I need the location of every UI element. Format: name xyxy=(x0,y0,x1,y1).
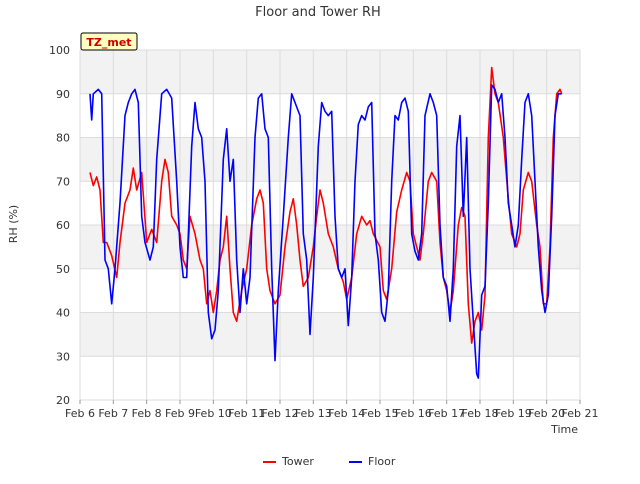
legend-label-tower: Tower xyxy=(281,455,314,468)
y-axis-ticks: 20 30 40 50 60 70 80 90 100 xyxy=(49,44,70,407)
x-tick-label: Feb 13 xyxy=(295,407,332,420)
series-layer xyxy=(89,66,563,379)
x-tick-label: Feb 7 xyxy=(98,407,128,420)
x-tick-label: Feb 21 xyxy=(562,407,599,420)
x-tick-label: Feb 6 xyxy=(65,407,95,420)
legend: Tower Floor xyxy=(263,455,396,468)
y-tick-label: 100 xyxy=(49,44,70,57)
plot-band xyxy=(80,50,580,94)
y-tick-label: 20 xyxy=(56,394,70,407)
series-line-floor xyxy=(89,84,562,379)
y-tick-label: 70 xyxy=(56,175,70,188)
plot-band xyxy=(80,312,580,357)
y-tick-label: 80 xyxy=(56,132,70,145)
x-tick-label: Feb 11 xyxy=(228,407,265,420)
series-line-tower xyxy=(89,66,563,344)
x-tick-label: Feb 12 xyxy=(262,407,299,420)
x-tick-label: Feb 20 xyxy=(528,407,565,420)
plot-band xyxy=(80,225,580,269)
chart-title: Floor and Tower RH xyxy=(255,5,381,20)
y-tick-label: 50 xyxy=(56,263,70,276)
y-tick-label: 60 xyxy=(56,219,70,232)
annotation-box: TZ_met xyxy=(80,32,138,51)
x-tick-label: Feb 14 xyxy=(328,407,365,420)
annotation-box-frame xyxy=(80,32,138,51)
y-axis-label: RH (%) xyxy=(7,205,20,243)
annotation-label: TZ_met xyxy=(86,36,131,49)
x-tick-label: Feb 8 xyxy=(132,407,162,420)
x-tick-label: Feb 15 xyxy=(362,407,399,420)
x-tick-label: Feb 19 xyxy=(495,407,532,420)
x-tick-label: Feb 18 xyxy=(462,407,499,420)
y-tick-label: 40 xyxy=(56,307,70,320)
y-tick-label: 30 xyxy=(56,350,70,363)
legend-label-floor: Floor xyxy=(368,455,396,468)
x-tick-label: Feb 17 xyxy=(428,407,465,420)
x-tick-label: Feb 10 xyxy=(195,407,232,420)
y-tick-label: 90 xyxy=(56,88,70,101)
x-axis-label: Time xyxy=(550,423,578,436)
x-tick-label: Feb 16 xyxy=(395,407,432,420)
x-tick-label: Feb 9 xyxy=(165,407,195,420)
